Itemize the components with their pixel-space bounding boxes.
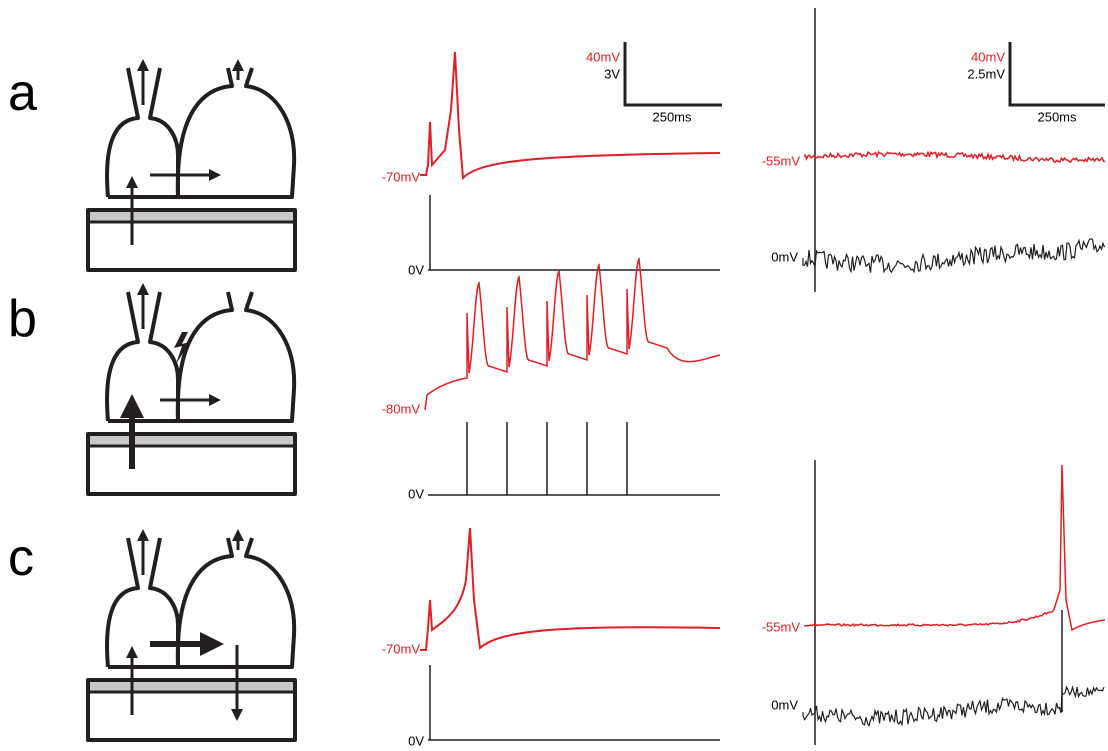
membrane-trace — [805, 152, 1105, 162]
panel-label: a — [8, 64, 37, 122]
scale-label: 3V — [604, 66, 620, 81]
stim-trace — [428, 195, 720, 270]
stim-label: 0V — [408, 486, 424, 501]
scale-label: 250ms — [652, 109, 692, 124]
scale-label: 40mV — [971, 49, 1005, 64]
scale-bars — [625, 42, 1105, 105]
voltage-label: -55mV — [762, 619, 801, 634]
stim-label: 0mV — [771, 697, 798, 712]
schematic-a — [88, 68, 295, 270]
stim-label: 0V — [408, 262, 424, 277]
stim-trace — [428, 422, 720, 495]
panel-label: c — [8, 529, 34, 587]
voltage-trace — [803, 239, 1105, 273]
stim-label: 0mV — [771, 249, 798, 264]
schematic-c — [88, 538, 295, 740]
voltage-label: -80mV — [382, 401, 421, 416]
stim-label: 0V — [408, 733, 424, 748]
schematic-b — [88, 292, 295, 494]
figure: a b c -70mV 0V -55mV 0mV -80mV 0V -70mV … — [0, 0, 1108, 751]
scale-label: 40mV — [586, 49, 620, 64]
panel-label: b — [8, 290, 37, 348]
voltage-trace — [803, 687, 1104, 726]
voltage-label: -70mV — [382, 641, 421, 656]
membrane-trace — [420, 528, 720, 650]
membrane-trace — [425, 259, 720, 410]
stim-trace — [428, 665, 720, 740]
scale-label: 250ms — [1037, 109, 1077, 124]
scale-label: 2.5mV — [967, 66, 1005, 81]
voltage-label: -70mV — [382, 169, 421, 184]
schematics — [88, 65, 295, 740]
traces — [420, 8, 1105, 745]
membrane-trace — [805, 465, 1105, 630]
voltage-label: -55mV — [762, 153, 801, 168]
